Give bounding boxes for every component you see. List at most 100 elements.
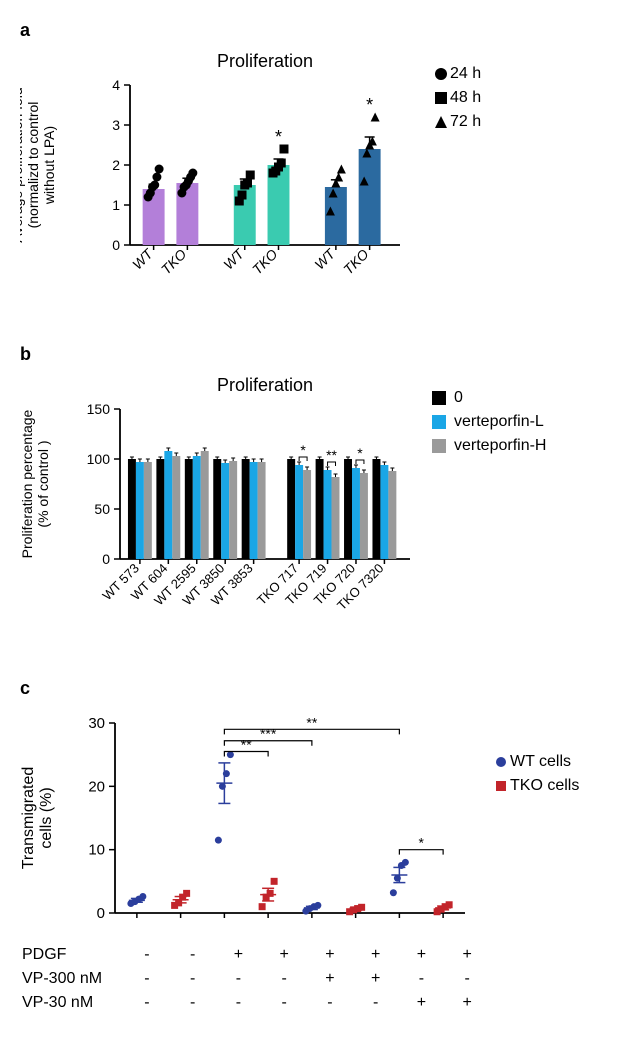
- legend-label: 48 h: [450, 89, 481, 107]
- legend-label: 0: [454, 389, 463, 407]
- panel-a-chart-wrap: ProliferationAverage proliferation fold(…: [20, 45, 621, 320]
- svg-text:20: 20: [88, 778, 105, 795]
- svg-text:(normalizd to control: (normalizd to control: [25, 102, 41, 229]
- legend-item: 48 h: [432, 89, 481, 107]
- condition-value: +: [400, 944, 444, 966]
- legend-swatch: [432, 439, 446, 453]
- panel-c-svg: Transmigratedcells (%)0102030********: [20, 703, 480, 933]
- condition-row: PDGF--++++++: [22, 944, 489, 966]
- svg-text:WT: WT: [311, 245, 339, 273]
- condition-value: -: [125, 992, 169, 1014]
- svg-text:2: 2: [112, 157, 120, 173]
- svg-text:150: 150: [87, 401, 111, 417]
- svg-text:WT: WT: [220, 245, 248, 273]
- panel-c-svg-box: Transmigratedcells (%)0102030********: [20, 703, 480, 938]
- legend-item: 24 h: [432, 65, 481, 83]
- svg-text:*: *: [357, 445, 363, 461]
- panel-a-svg-box: ProliferationAverage proliferation fold(…: [20, 45, 420, 320]
- condition-value: -: [308, 992, 352, 1014]
- condition-value: +: [262, 944, 306, 966]
- svg-text:0: 0: [102, 551, 110, 567]
- svg-text:(% of control ): (% of control ): [35, 440, 51, 527]
- svg-text:*: *: [275, 127, 282, 147]
- legend-item: verteporfin-L: [432, 413, 546, 431]
- panel-b-legend: 0 verteporfin-L verteporfin-H: [432, 389, 546, 461]
- condition-value: +: [217, 944, 261, 966]
- condition-value: -: [125, 944, 169, 966]
- panel-a-svg: ProliferationAverage proliferation fold(…: [20, 45, 420, 315]
- panel-a: a ProliferationAverage proliferation fol…: [20, 20, 621, 320]
- svg-text:50: 50: [94, 501, 110, 517]
- panel-b-svg-box: Proliferation Proliferation percentage(% …: [20, 369, 420, 654]
- svg-text:0: 0: [112, 237, 120, 253]
- svg-text:*: *: [300, 442, 306, 458]
- legend-label: verteporfin-H: [454, 437, 546, 455]
- panel-c-chart-wrap: Transmigratedcells (%)0102030******** WT…: [20, 703, 621, 938]
- svg-text:3: 3: [112, 117, 120, 133]
- svg-text:**: **: [326, 447, 337, 463]
- panel-b-svg: Proliferation Proliferation percentage(% …: [20, 369, 420, 649]
- legend-label: 24 h: [450, 65, 481, 83]
- svg-text:Proliferation: Proliferation: [217, 51, 313, 71]
- svg-text:4: 4: [112, 77, 120, 93]
- svg-text:Proliferation: Proliferation: [217, 375, 313, 395]
- svg-text:**: **: [241, 737, 252, 753]
- condition-row: VP-300 nM----++--: [22, 968, 489, 990]
- condition-value: +: [308, 944, 352, 966]
- panel-b-label: b: [20, 344, 621, 365]
- panel-c-label: c: [20, 678, 621, 699]
- svg-text:*: *: [366, 95, 373, 115]
- condition-value: -: [125, 968, 169, 990]
- svg-text:**: **: [306, 714, 317, 730]
- condition-value: +: [445, 992, 489, 1014]
- legend-item: TKO cells: [492, 777, 579, 795]
- condition-value: -: [354, 992, 398, 1014]
- legend-label: TKO cells: [510, 777, 579, 795]
- condition-value: -: [262, 968, 306, 990]
- legend-label: 72 h: [450, 113, 481, 131]
- legend-item: 72 h: [432, 113, 481, 131]
- condition-value: -: [171, 944, 215, 966]
- condition-row: VP-30 nM------++: [22, 992, 489, 1014]
- condition-label: PDGF: [22, 944, 123, 966]
- svg-text:0: 0: [97, 905, 105, 922]
- svg-text:1: 1: [112, 197, 120, 213]
- panel-c: c Transmigratedcells (%)0102030******** …: [20, 678, 621, 1016]
- panel-b: b Proliferation Proliferation percentage(…: [20, 344, 621, 654]
- panel-a-label: a: [20, 20, 621, 41]
- condition-value: -: [445, 968, 489, 990]
- legend-item: WT cells: [492, 753, 579, 771]
- svg-text:30: 30: [88, 715, 105, 732]
- svg-text:without LPA): without LPA): [41, 126, 57, 205]
- condition-value: -: [217, 992, 261, 1014]
- legend-swatch: [432, 391, 446, 405]
- condition-value: -: [262, 992, 306, 1014]
- panel-b-chart-wrap: Proliferation Proliferation percentage(% …: [20, 369, 621, 654]
- condition-value: -: [400, 968, 444, 990]
- condition-value: +: [400, 992, 444, 1014]
- condition-value: +: [308, 968, 352, 990]
- condition-value: +: [354, 968, 398, 990]
- svg-text:*: *: [419, 835, 425, 851]
- condition-value: -: [171, 992, 215, 1014]
- condition-label: VP-300 nM: [22, 968, 123, 990]
- panel-a-legend: 24 h 48 h 72 h: [432, 65, 481, 137]
- svg-text:10: 10: [88, 842, 105, 859]
- svg-text:TKO: TKO: [340, 246, 372, 278]
- legend-item: verteporfin-H: [432, 437, 546, 455]
- svg-text:cells (%): cells (%): [38, 787, 55, 848]
- panel-c-condition-table: PDGF--++++++VP-300 nM----++--VP-30 nM---…: [20, 942, 491, 1016]
- svg-text:TKO: TKO: [249, 246, 281, 278]
- condition-value: +: [445, 944, 489, 966]
- legend-label: verteporfin-L: [454, 413, 544, 431]
- condition-value: +: [354, 944, 398, 966]
- svg-text:WT: WT: [129, 245, 157, 273]
- legend-label: WT cells: [510, 753, 571, 771]
- legend-item: 0: [432, 389, 546, 407]
- legend-swatch: [432, 415, 446, 429]
- svg-text:Proliferation percentage: Proliferation percentage: [20, 409, 35, 558]
- condition-label: VP-30 nM: [22, 992, 123, 1014]
- condition-value: -: [217, 968, 261, 990]
- condition-value: -: [171, 968, 215, 990]
- panel-c-legend: WT cells TKO cells: [492, 753, 579, 801]
